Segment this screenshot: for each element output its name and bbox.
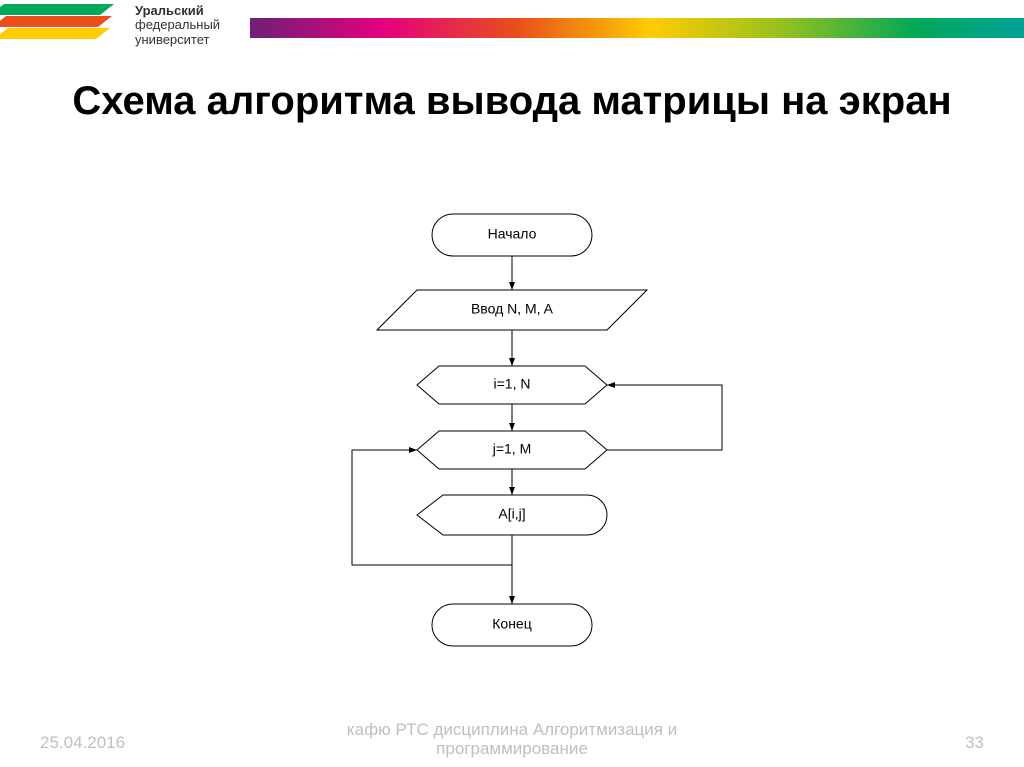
logo-stripes-icon: [0, 0, 130, 48]
logo-line-3: университет: [135, 33, 220, 47]
slide-header: Уральский федеральный университет: [0, 0, 1024, 50]
flowchart-diagram: Начало Ввод N, M, A i=1, N j=1, M A[i,j] Коне…: [0, 200, 1024, 680]
flowchart-node-loop_i: i=1, N: [417, 366, 607, 404]
slide-title: Схема алгоритма вывода матрицы на экран: [0, 78, 1024, 124]
footer-center-line1: кафю РТС дисциплина Алгоритмизация и: [347, 720, 677, 739]
flowchart-node-loop_j: j=1, M: [417, 431, 607, 469]
flowchart-node-out: A[i,j]: [417, 495, 607, 535]
svg-text:Конец: Конец: [492, 616, 531, 632]
footer-center-line2: программирование: [436, 739, 588, 758]
footer-page-number: 33: [965, 733, 984, 753]
logo-line-2: федеральный: [135, 18, 220, 32]
svg-text:j=1, M: j=1, M: [492, 441, 532, 457]
rainbow-bar-icon: [250, 18, 1024, 38]
svg-text:Начало: Начало: [488, 226, 537, 242]
flowchart-node-input: Ввод N, M, A: [377, 290, 647, 330]
svg-text:A[i,j]: A[i,j]: [498, 506, 525, 522]
svg-text:Ввод N, M, A: Ввод N, M, A: [471, 301, 554, 317]
footer-center: кафю РТС дисциплина Алгоритмизация и про…: [0, 720, 1024, 759]
svg-text:i=1, N: i=1, N: [494, 376, 531, 392]
flowchart-node-end: Конец: [432, 604, 592, 646]
logo-line-1: Уральский: [135, 4, 220, 18]
flowchart-node-start: Начало: [432, 214, 592, 256]
university-name: Уральский федеральный университет: [135, 4, 220, 47]
